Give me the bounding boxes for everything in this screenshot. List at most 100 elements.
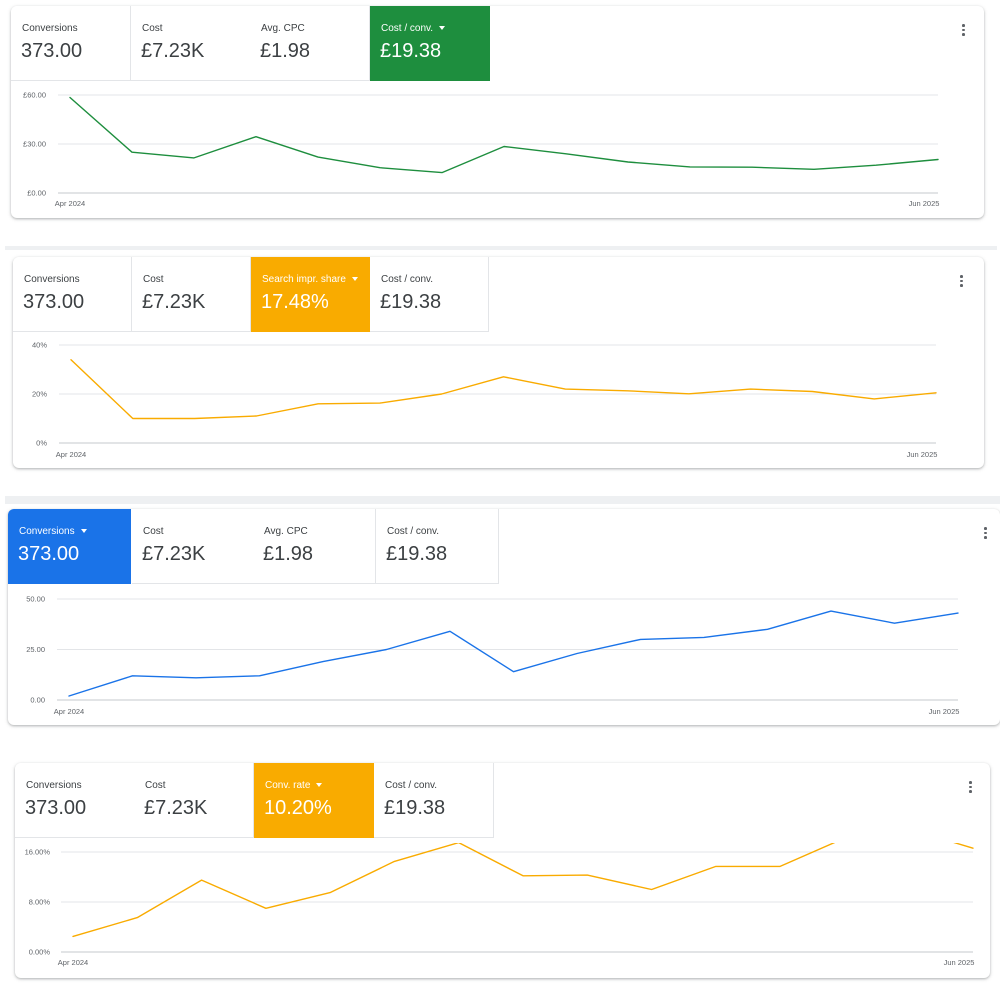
metric-label: Cost / conv. — [387, 526, 439, 537]
metric-label: Cost / conv. — [381, 274, 433, 285]
metric-value: £7.23K — [142, 291, 206, 313]
metric-value: £19.38 — [380, 291, 442, 313]
metric-label: Cost — [143, 526, 164, 537]
panel-separator — [5, 496, 1000, 504]
metric-label: Cost / conv. — [381, 23, 446, 34]
y-tick-label: 0.00 — [30, 696, 45, 705]
y-tick-label: 8.00% — [29, 898, 51, 907]
metric-value: £7.23K — [141, 40, 205, 62]
metric-value: 373.00 — [18, 543, 80, 565]
dropdown-arrow-icon[interactable] — [439, 26, 446, 30]
metric-value: 10.20% — [264, 797, 332, 819]
metric-label-text: Cost / conv. — [381, 23, 434, 34]
metric-label-text: Cost — [143, 526, 164, 537]
menu-dot — [962, 24, 965, 27]
metric-tile[interactable]: Cost / conv. £19.38 — [370, 6, 490, 81]
menu-dot — [960, 284, 963, 287]
performance-panel-3: Conversions 373.00 Cost £7.23K Avg. CPC £1.98… — [8, 509, 1000, 725]
more-vert-icon[interactable] — [956, 275, 966, 289]
metric-tile[interactable]: Cost £7.23K — [134, 763, 254, 838]
metric-label-text: Avg. CPC — [261, 23, 305, 34]
metric-label: Cost — [143, 274, 164, 285]
metric-label: Conversions — [24, 274, 80, 285]
metric-label: Conversions — [26, 780, 82, 791]
metric-label: Cost — [142, 23, 163, 34]
x-tick-label-end: Jun 2025 — [929, 707, 960, 716]
menu-dot — [984, 536, 987, 539]
metric-value: £7.23K — [144, 797, 208, 819]
more-vert-icon[interactable] — [958, 24, 968, 38]
dropdown-arrow-icon[interactable] — [316, 783, 323, 787]
dropdown-arrow-icon[interactable] — [351, 277, 358, 281]
more-vert-icon[interactable] — [965, 781, 975, 795]
series-line — [69, 96, 939, 174]
y-tick-label: 0.00% — [29, 948, 51, 957]
metric-value: £1.98 — [260, 40, 311, 62]
menu-dot — [969, 785, 972, 789]
line-chart: £0.00 £30.00 £60.00 Apr 2024 Jun 2025 — [23, 91, 940, 209]
metric-label-text: Avg. CPC — [264, 526, 308, 537]
metric-value: £19.38 — [380, 40, 442, 62]
line-chart: 0.00% 8.00% 16.00% Apr 2024 Jun 2025 — [25, 843, 975, 967]
x-tick-label-end: Jun 2025 — [909, 199, 940, 208]
menu-dot — [984, 531, 987, 535]
line-chart: 0.00 25.00 50.00 Apr 2024 Jun 2025 — [26, 595, 960, 717]
x-tick-label-end: Jun 2025 — [944, 958, 975, 967]
metric-tile[interactable]: Conversions 373.00 — [15, 763, 135, 838]
dropdown-arrow-icon[interactable] — [80, 529, 87, 533]
menu-dot — [962, 33, 965, 36]
metric-tile[interactable]: Cost £7.23K — [132, 509, 255, 584]
metric-tile[interactable]: Conversions 373.00 — [11, 6, 131, 81]
series-line — [70, 359, 937, 420]
metric-label-text: Conv. rate — [265, 780, 311, 791]
metric-tile[interactable]: Avg. CPC £1.98 — [250, 6, 370, 81]
metric-label: Avg. CPC — [261, 23, 305, 34]
metric-label-text: Conversions — [19, 526, 75, 537]
metric-tile[interactable]: Cost / conv. £19.38 — [374, 763, 494, 838]
y-tick-label: 50.00 — [26, 595, 45, 604]
metric-label-text: Cost — [143, 274, 164, 285]
metric-tile[interactable]: Cost £7.23K — [132, 257, 251, 332]
y-tick-label: 40% — [32, 341, 47, 350]
metric-tile[interactable]: Conversions 373.00 — [8, 509, 131, 584]
x-tick-label-start: Apr 2024 — [54, 707, 84, 716]
y-tick-label: £60.00 — [23, 91, 46, 100]
y-tick-label: £0.00 — [27, 189, 46, 198]
y-tick-label: 0% — [36, 439, 47, 448]
y-tick-label: 20% — [32, 390, 47, 399]
metric-tile[interactable]: Search impr. share 17.48% — [251, 257, 370, 332]
panel-separator — [5, 246, 997, 250]
metric-label-text: Cost / conv. — [385, 780, 438, 791]
more-vert-icon[interactable] — [980, 527, 990, 541]
y-tick-label: 16.00% — [25, 848, 51, 857]
series-line — [72, 843, 974, 938]
metric-tile[interactable]: Conversions 373.00 — [13, 257, 132, 332]
performance-panel-4: Conversions 373.00 Cost £7.23K Conv. rate 10.… — [15, 763, 990, 978]
y-tick-label: 25.00 — [26, 645, 45, 654]
metric-label-text: Search impr. share — [262, 274, 346, 285]
metric-value: 17.48% — [261, 291, 329, 313]
menu-dot — [969, 781, 972, 784]
x-tick-label-start: Apr 2024 — [55, 199, 85, 208]
menu-dot — [960, 279, 963, 283]
y-tick-label: £30.00 — [23, 140, 46, 149]
metric-value: £19.38 — [384, 797, 446, 819]
metric-value: £19.38 — [386, 543, 448, 565]
metric-tile[interactable]: Cost £7.23K — [131, 6, 251, 81]
metric-value: 373.00 — [21, 40, 83, 62]
metric-label-text: Cost / conv. — [387, 526, 440, 537]
metric-value: £1.98 — [263, 543, 314, 565]
metric-tile[interactable]: Conv. rate 10.20% — [254, 763, 374, 838]
metric-label-text: Conversions — [24, 274, 80, 285]
metric-label-text: Cost — [145, 780, 166, 791]
x-tick-label-end: Jun 2025 — [907, 450, 938, 459]
metric-tile[interactable]: Cost / conv. £19.38 — [370, 257, 489, 332]
menu-dot — [984, 527, 987, 530]
x-tick-label-start: Apr 2024 — [56, 450, 86, 459]
metric-label: Conversions — [22, 23, 78, 34]
metric-label: Conv. rate — [265, 780, 323, 791]
metric-tile[interactable]: Cost / conv. £19.38 — [376, 509, 499, 584]
metric-tile[interactable]: Avg. CPC £1.98 — [253, 509, 376, 584]
metric-label: Cost / conv. — [385, 780, 437, 791]
metric-value: £7.23K — [142, 543, 206, 565]
